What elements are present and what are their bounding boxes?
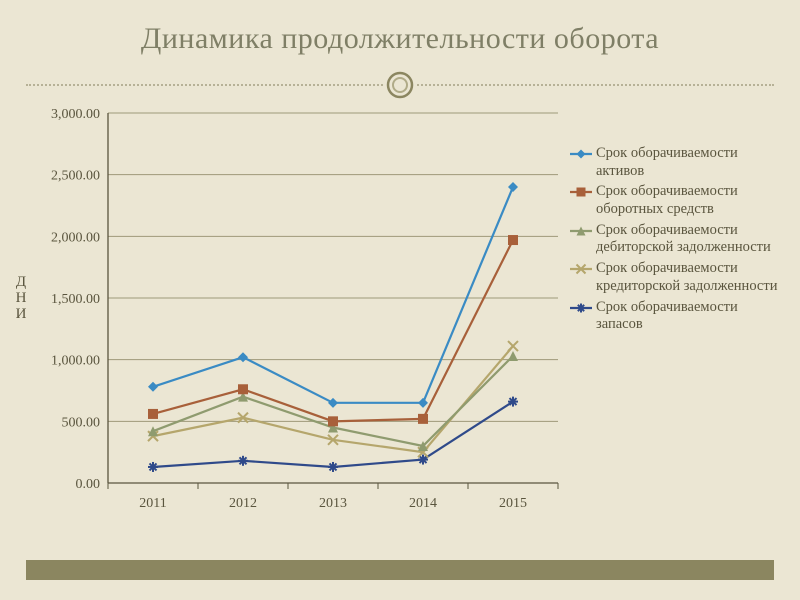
svg-text:500.00: 500.00: [62, 415, 101, 430]
chart-legend: Срок оборачиваемости активовСрок оборачи…: [568, 145, 783, 337]
legend-label: Срок оборачиваемости кредиторской задолж…: [596, 260, 783, 295]
legend-item: Срок оборачиваемости дебиторской задолже…: [568, 222, 783, 257]
title-area: Динамика продолжительности оборота: [0, 0, 800, 56]
svg-text:2011: 2011: [139, 496, 166, 511]
legend-item: Срок оборачиваемости запасов: [568, 299, 783, 334]
svg-text:2012: 2012: [229, 496, 257, 511]
legend-item: Срок оборачиваемости кредиторской задолж…: [568, 260, 783, 295]
svg-text:1,500.00: 1,500.00: [51, 292, 100, 307]
legend-marker-icon: [568, 260, 594, 278]
circle-ornament-icon: [385, 70, 415, 100]
title-divider: [0, 70, 800, 100]
legend-label: Срок оборачиваемости дебиторской задолже…: [596, 222, 783, 257]
legend-marker-icon: [568, 183, 594, 201]
legend-label: Срок оборачиваемости оборотных средств: [596, 183, 783, 218]
svg-text:2015: 2015: [499, 496, 527, 511]
footer-bar: [26, 560, 774, 580]
legend-marker-icon: [568, 222, 594, 240]
turnover-chart: Д Н И 0.00500.001,000.001,500.002,000.00…: [10, 105, 790, 535]
svg-text:0.00: 0.00: [76, 477, 101, 492]
legend-label: Срок оборачиваемости активов: [596, 145, 783, 180]
svg-text:2013: 2013: [319, 496, 347, 511]
svg-text:3,000.00: 3,000.00: [51, 107, 100, 122]
page-title: Динамика продолжительности оборота: [0, 22, 800, 56]
legend-item: Срок оборачиваемости активов: [568, 145, 783, 180]
legend-label: Срок оборачиваемости запасов: [596, 299, 783, 334]
slide: Динамика продолжительности оборота Д Н И…: [0, 0, 800, 600]
svg-text:2,500.00: 2,500.00: [51, 169, 100, 184]
svg-text:2,000.00: 2,000.00: [51, 230, 100, 245]
legend-marker-icon: [568, 145, 594, 163]
svg-text:1,000.00: 1,000.00: [51, 354, 100, 369]
legend-item: Срок оборачиваемости оборотных средств: [568, 183, 783, 218]
legend-marker-icon: [568, 299, 594, 317]
svg-text:2014: 2014: [409, 496, 437, 511]
